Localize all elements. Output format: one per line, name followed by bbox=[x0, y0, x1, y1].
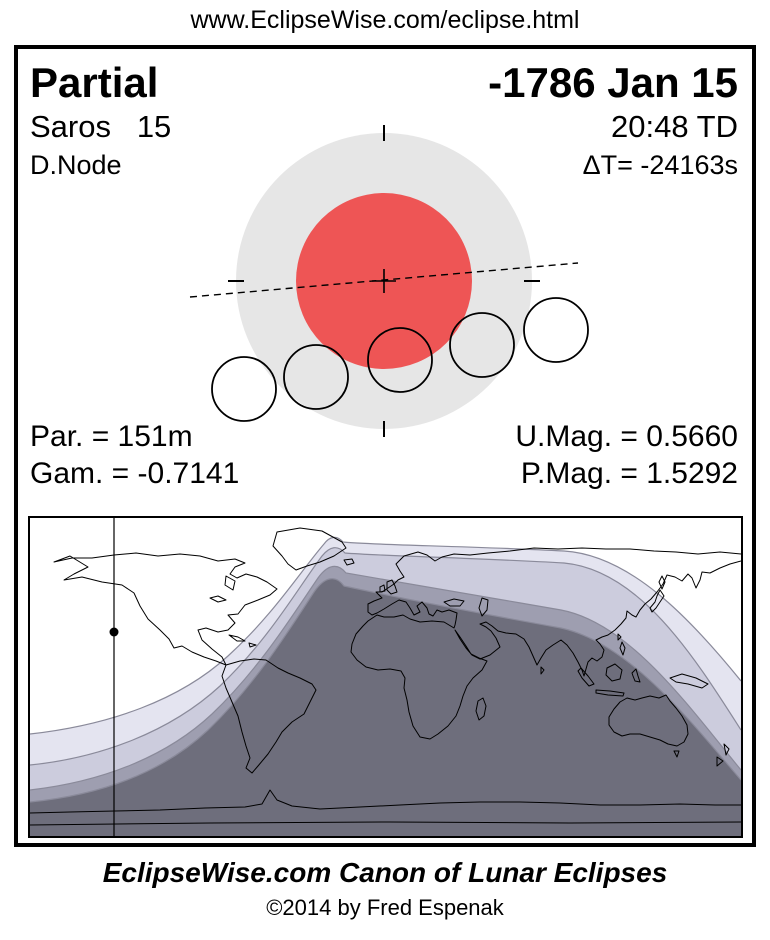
visibility-zone-dark bbox=[30, 578, 741, 836]
delta-t-label: ΔT= -24163s bbox=[582, 150, 738, 180]
coast-islands bbox=[228, 558, 730, 767]
moon-contact-4 bbox=[523, 297, 589, 363]
time-label: 20:48 TD bbox=[611, 109, 738, 144]
zone-boundary-lines bbox=[29, 536, 742, 803]
canon-title: EclipseWise.com Canon of Lunar Eclipses bbox=[102, 857, 668, 888]
moon-contact-2 bbox=[283, 344, 349, 410]
umbral-magnitude-label: U.Mag. = 0.5660 bbox=[515, 420, 738, 453]
coast-australia bbox=[608, 694, 689, 747]
page-url: www.EclipseWise.com/eclipse.html bbox=[190, 6, 580, 34]
coast-inland-seas bbox=[443, 597, 489, 617]
moon-contact-1 bbox=[211, 356, 277, 422]
saros-label: Saros 15 bbox=[30, 109, 172, 144]
shadow-center-cross bbox=[372, 269, 396, 293]
copyright-line: ©2014 by Fred Espenak bbox=[266, 895, 504, 920]
eclipse-type-label: Partial bbox=[30, 59, 159, 106]
eclipse-panel: Partial -1786 Jan 15 Saros 15 20:48 TD D… bbox=[14, 45, 756, 847]
coast-north-america bbox=[53, 552, 278, 666]
eclipse-date-label: -1786 Jan 15 bbox=[488, 59, 738, 106]
moon-greatest-eclipse bbox=[367, 327, 433, 393]
zenith-point-dot bbox=[109, 627, 119, 637]
coast-antarctica bbox=[29, 789, 742, 826]
moon-contact-3 bbox=[449, 312, 515, 378]
partial-duration-label: Par. = 151m bbox=[30, 420, 193, 453]
gamma-label: Gam. = -0.7141 bbox=[30, 457, 240, 490]
visibility-map bbox=[29, 518, 742, 836]
coast-south-america bbox=[221, 658, 317, 774]
coastlines bbox=[29, 527, 742, 826]
coast-greenland bbox=[272, 527, 347, 571]
node-label: D.Node bbox=[30, 150, 122, 180]
penumbral-magnitude-label: P.Mag. = 1.5292 bbox=[520, 457, 738, 490]
eclipse-geometry-diagram bbox=[189, 125, 589, 437]
moon-position-circles bbox=[211, 297, 589, 422]
visibility-map-frame bbox=[28, 516, 743, 838]
axis-tick-marks bbox=[228, 125, 540, 437]
